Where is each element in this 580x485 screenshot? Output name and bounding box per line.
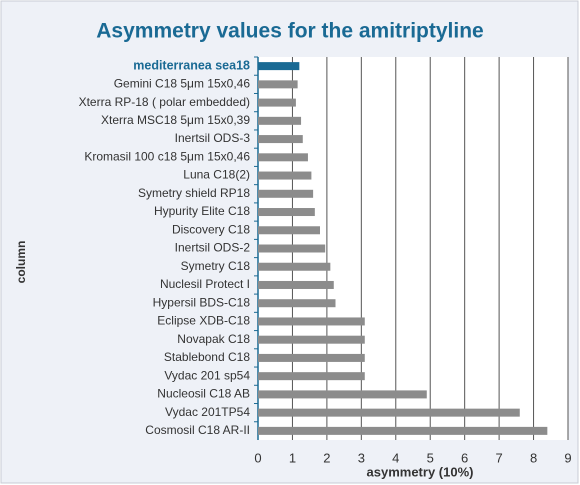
bar [258,62,300,71]
bar [258,262,331,271]
y-tick-label: Symetry C18 [181,259,251,273]
x-tick-label: 3 [358,450,365,465]
bar [258,244,326,253]
x-tick-label: 1 [289,450,296,465]
y-tick-label: Nuclesil Protect I [160,277,250,291]
y-tick-label: Xterra RP-18 ( polar embedded) [79,95,250,109]
y-tick-label: mediterranea sea18 [133,58,250,72]
bar [258,390,427,399]
bar [258,426,548,435]
y-axis-label: column [14,241,28,284]
y-tick-label: Gemini C18 5μm 15x0,46 [114,77,251,91]
y-tick-label: Hypurity Elite C18 [154,204,250,218]
x-tick-label: 0 [254,450,261,465]
y-tick-label: Cosmosil C18 AR-II [145,423,250,437]
y-tick-label: Vydac 201 sp54 [164,368,250,382]
bar [258,299,336,308]
x-tick-label: 2 [323,450,330,465]
y-tick-label: Nucleosil C18 AB [157,387,250,401]
y-tick-label: Xterra MSC18 5μm 15x0,39 [101,113,250,127]
y-tick-label: Inertsil ODS-3 [175,131,251,145]
x-tick-label: 8 [530,450,537,465]
bar [258,317,365,326]
x-tick-label: 9 [564,450,571,465]
bar [258,189,314,198]
y-tick-label: Inertsil ODS-2 [175,241,251,255]
x-tick-label: 4 [392,450,399,465]
bar [258,98,296,107]
x-tick-label: 7 [495,450,502,465]
bar [258,135,303,144]
y-tick-label: Stablebond C18 [164,350,250,364]
chart-title: Asymmetry values for the amitriptyline [96,20,483,43]
bar [258,171,312,180]
bar [258,80,298,89]
y-tick-label: Luna C18(2) [183,168,250,182]
y-tick-label: Novapak C18 [177,332,250,346]
y-tick-label: Kromasil 100 c18 5μm 15x0,46 [84,149,250,163]
bar [258,208,315,217]
y-tick-label: Symetry shield RP18 [138,186,250,200]
bar [258,408,520,417]
bar [258,280,334,289]
bar [258,335,365,344]
bar [258,353,365,362]
y-tick-label: Discovery C18 [172,222,250,236]
bar [258,226,320,235]
x-tick-label: 6 [461,450,468,465]
x-axis-label: asymmetry (10%) [367,464,474,479]
bar [258,153,308,162]
y-tick-label: Vydac 201TP54 [165,405,250,419]
y-tick-label: Hypersil BDS-C18 [153,295,251,309]
y-tick-label: Eclipse XDB-C18 [157,314,250,328]
x-tick-label: 5 [427,450,434,465]
bar [258,372,365,381]
bar [258,116,302,125]
